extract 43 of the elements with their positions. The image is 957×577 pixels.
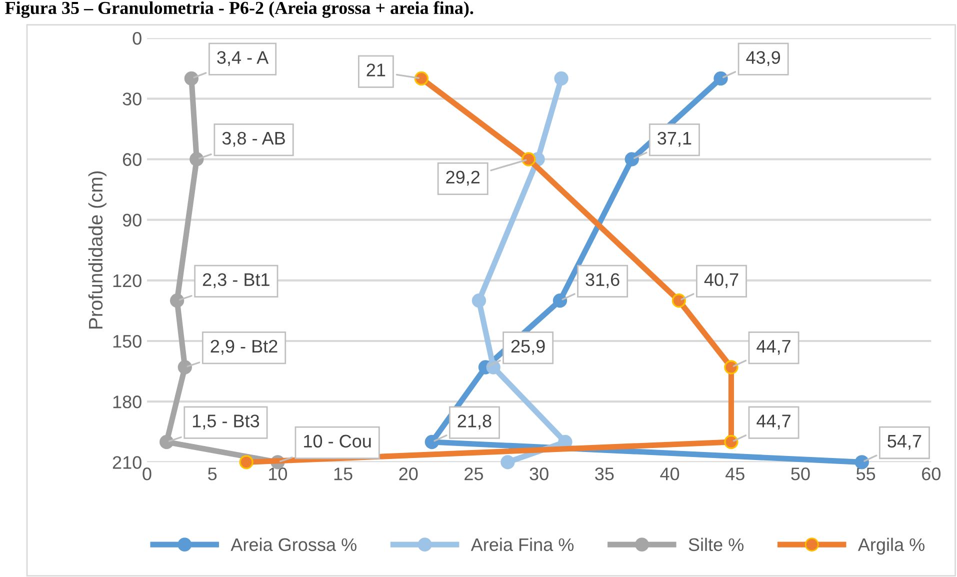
data-label: 44,7 — [756, 414, 790, 430]
legend-label: Areia Grossa % — [230, 538, 356, 552]
y-tick-label: 90 — [122, 214, 142, 227]
data-label: 25,9 — [511, 340, 545, 355]
y-tick-label: 210 — [112, 456, 142, 469]
data-label: 31,6 — [586, 273, 620, 288]
x-tick-label: 15 — [334, 468, 352, 480]
x-tick-label: 50 — [791, 468, 810, 480]
x-tick-label: 60 — [922, 468, 940, 480]
data-label: 3,4 - A — [217, 51, 269, 66]
legend-label: Silte % — [688, 538, 744, 552]
data-label: 10 - Cou — [304, 434, 371, 448]
data-label: 21 — [366, 64, 386, 76]
y-axis-title: Profundidade (cm) — [88, 171, 106, 329]
data-label: 37,1 — [658, 132, 692, 147]
data-label: 44,7 — [756, 340, 790, 355]
x-tick-label: 45 — [725, 468, 744, 480]
y-tick-label: 150 — [113, 334, 142, 348]
x-tick-label: 40 — [660, 468, 680, 480]
y-tick-label: 0 — [132, 32, 142, 45]
chart-title: Figura 35 – Granulometria - P6-2 (Areia grossa + areia fina). — [5, 1, 474, 18]
data-label: 1,5 - Bt3 — [192, 414, 260, 430]
legend-label: Areia Fina % — [470, 538, 574, 552]
y-tick-label: 180 — [113, 396, 142, 408]
x-tick-label: 25 — [464, 468, 484, 480]
data-label: 54,7 — [888, 434, 922, 450]
y-tick-label: 120 — [113, 274, 142, 288]
data-label: 3,8 - AB — [222, 132, 285, 147]
x-tick-label: 35 — [595, 468, 614, 480]
x-tick-label: 10 — [269, 468, 288, 480]
x-tick-label: 20 — [399, 468, 418, 480]
data-label: 2,9 - Bt2 — [210, 340, 278, 355]
data-label: 29,2 — [446, 170, 480, 186]
data-label: 40,7 — [704, 273, 738, 288]
data-label: 21,8 — [458, 414, 492, 430]
data-label: 2,3 - Bt1 — [202, 273, 270, 288]
x-tick-label: 30 — [530, 468, 548, 480]
legend-label: Argila % — [858, 538, 924, 555]
y-tick-label: 30 — [122, 92, 142, 106]
x-tick-label: 0 — [142, 468, 152, 480]
y-tick-label: 60 — [122, 153, 142, 166]
data-label: 43,9 — [746, 51, 780, 66]
x-tick-label: 5 — [208, 468, 217, 480]
